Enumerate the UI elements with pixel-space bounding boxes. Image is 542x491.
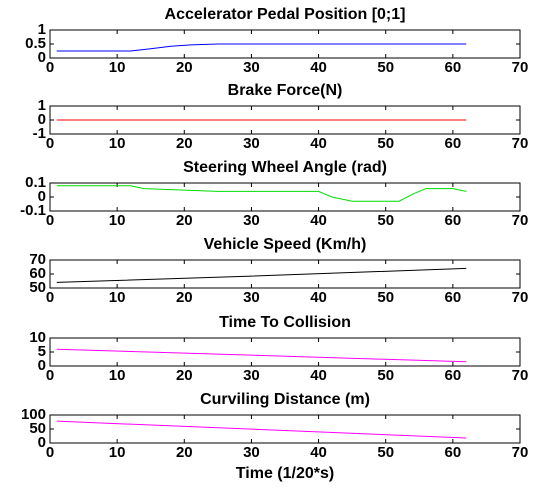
y-tick-label: 5 <box>38 343 46 360</box>
axes-box <box>49 182 521 212</box>
data-line <box>56 348 467 363</box>
y-tick-label: 0 <box>38 111 46 128</box>
x-tick-label: 70 <box>512 367 529 384</box>
x-tick-label: 30 <box>243 59 260 76</box>
x-tick-label: 50 <box>377 59 394 76</box>
x-tick-label: 0 <box>46 289 54 306</box>
x-tick-label: 50 <box>377 444 394 461</box>
x-tick-label: 50 <box>377 367 394 384</box>
x-tick-label: 0 <box>46 212 54 229</box>
y-tick-label: 10 <box>29 329 46 346</box>
y-tick-label: 1 <box>38 21 46 38</box>
y-tick-label: 0 <box>38 434 46 451</box>
x-tick-label: 40 <box>310 289 327 306</box>
x-tick-label: 40 <box>310 135 327 152</box>
data-line <box>56 185 467 202</box>
y-tick-label: 0.5 <box>25 35 46 52</box>
subplot-title: Steering Wheel Angle (rad) <box>183 159 387 176</box>
y-tick-label: -1 <box>33 125 46 142</box>
x-tick-label: 60 <box>445 444 462 461</box>
x-tick-label: 0 <box>46 135 54 152</box>
x-tick-label: 10 <box>109 212 126 229</box>
x-tick-label: 20 <box>176 289 193 306</box>
x-tick-label: 40 <box>310 59 327 76</box>
axes-box <box>49 414 521 444</box>
x-tick-label: 20 <box>176 135 193 152</box>
axes-box <box>49 259 521 289</box>
y-tick-label: -0.1 <box>20 202 46 219</box>
y-tick-label: 1 <box>38 97 46 114</box>
subplot-title: Brake Force(N) <box>228 82 343 99</box>
y-tick-label: 50 <box>29 420 46 437</box>
x-tick-label: 70 <box>512 444 529 461</box>
x-tick-label: 0 <box>46 59 54 76</box>
x-tick-label: 60 <box>445 59 462 76</box>
x-tick-label: 50 <box>377 289 394 306</box>
x-tick-label: 20 <box>176 444 193 461</box>
y-tick-label: 0.1 <box>25 174 46 191</box>
y-tick-label: 70 <box>29 251 46 268</box>
x-tick-label: 10 <box>109 289 126 306</box>
subplot-title: Accelerator Pedal Position [0;1] <box>165 6 406 23</box>
x-tick-label: 50 <box>377 135 394 152</box>
x-tick-label: 60 <box>445 135 462 152</box>
x-tick-label: 70 <box>512 59 529 76</box>
subplot-title: Vehicle Speed (Km/h) <box>204 236 367 253</box>
x-tick-label: 70 <box>512 212 529 229</box>
x-tick-label: 30 <box>243 367 260 384</box>
x-tick-label: 60 <box>445 289 462 306</box>
y-tick-label: 50 <box>29 279 46 296</box>
y-tick-label: 0 <box>38 188 46 205</box>
y-tick-label: 60 <box>29 265 46 282</box>
x-tick-label: 40 <box>310 444 327 461</box>
x-tick-label: 20 <box>176 59 193 76</box>
x-axis-label: Time (1/20*s) <box>236 465 334 482</box>
x-tick-label: 60 <box>445 367 462 384</box>
y-tick-label: 100 <box>21 406 46 423</box>
y-tick-label: 0 <box>38 357 46 374</box>
x-tick-label: 70 <box>512 135 529 152</box>
x-tick-label: 10 <box>109 135 126 152</box>
x-tick-label: 50 <box>377 212 394 229</box>
x-tick-label: 40 <box>310 367 327 384</box>
subplot-title: Time To Collision <box>219 314 351 331</box>
x-tick-label: 40 <box>310 212 327 229</box>
x-tick-label: 30 <box>243 444 260 461</box>
x-tick-label: 10 <box>109 367 126 384</box>
subplot-title: Curviling Distance (m) <box>200 391 370 408</box>
x-tick-label: 70 <box>512 289 529 306</box>
x-tick-label: 20 <box>176 212 193 229</box>
x-tick-label: 30 <box>243 135 260 152</box>
x-tick-label: 10 <box>109 59 126 76</box>
data-line <box>56 420 467 439</box>
x-tick-label: 0 <box>46 367 54 384</box>
x-tick-label: 0 <box>46 444 54 461</box>
data-line <box>56 267 467 283</box>
axes-box <box>49 337 521 367</box>
data-line <box>56 43 467 52</box>
x-tick-label: 10 <box>109 444 126 461</box>
x-tick-label: 20 <box>176 367 193 384</box>
x-tick-label: 30 <box>243 289 260 306</box>
y-tick-label: 0 <box>38 49 46 66</box>
x-tick-label: 30 <box>243 212 260 229</box>
x-tick-label: 60 <box>445 212 462 229</box>
